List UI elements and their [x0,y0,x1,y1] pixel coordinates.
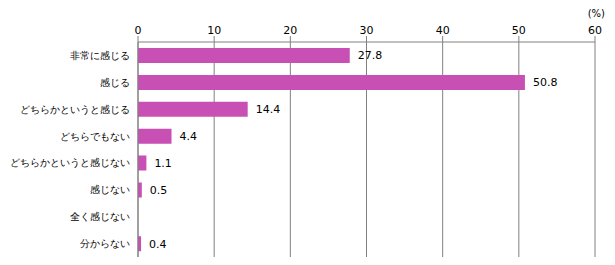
svg-text:分からない: 分からない [80,238,130,249]
svg-text:0: 0 [135,24,142,37]
svg-text:感じる: 感じる [100,77,130,88]
svg-text:30: 30 [360,24,374,37]
svg-text:60: 60 [588,24,602,37]
svg-text:どちらかというと感じない: どちらかというと感じない [10,157,130,168]
svg-text:0.4: 0.4 [149,238,167,251]
svg-text:4.4: 4.4 [180,130,198,143]
svg-text:50: 50 [512,24,526,37]
svg-text:どちらかというと感じる: どちらかというと感じる [20,104,130,115]
svg-text:20: 20 [283,24,297,37]
svg-text:非常に感じる: 非常に感じる [70,50,130,61]
svg-text:50.8: 50.8 [533,76,558,89]
svg-text:27.8: 27.8 [358,49,383,62]
svg-text:感じない: 感じない [90,184,130,195]
svg-text:0.5: 0.5 [150,184,168,197]
svg-text:1.1: 1.1 [154,157,172,170]
svg-text:40: 40 [436,24,450,37]
svg-text:全く感じない: 全く感じない [70,211,130,222]
svg-text:14.4: 14.4 [256,103,281,116]
svg-text:どちらでもない: どちらでもない [60,131,130,142]
svg-text:10: 10 [207,24,221,37]
